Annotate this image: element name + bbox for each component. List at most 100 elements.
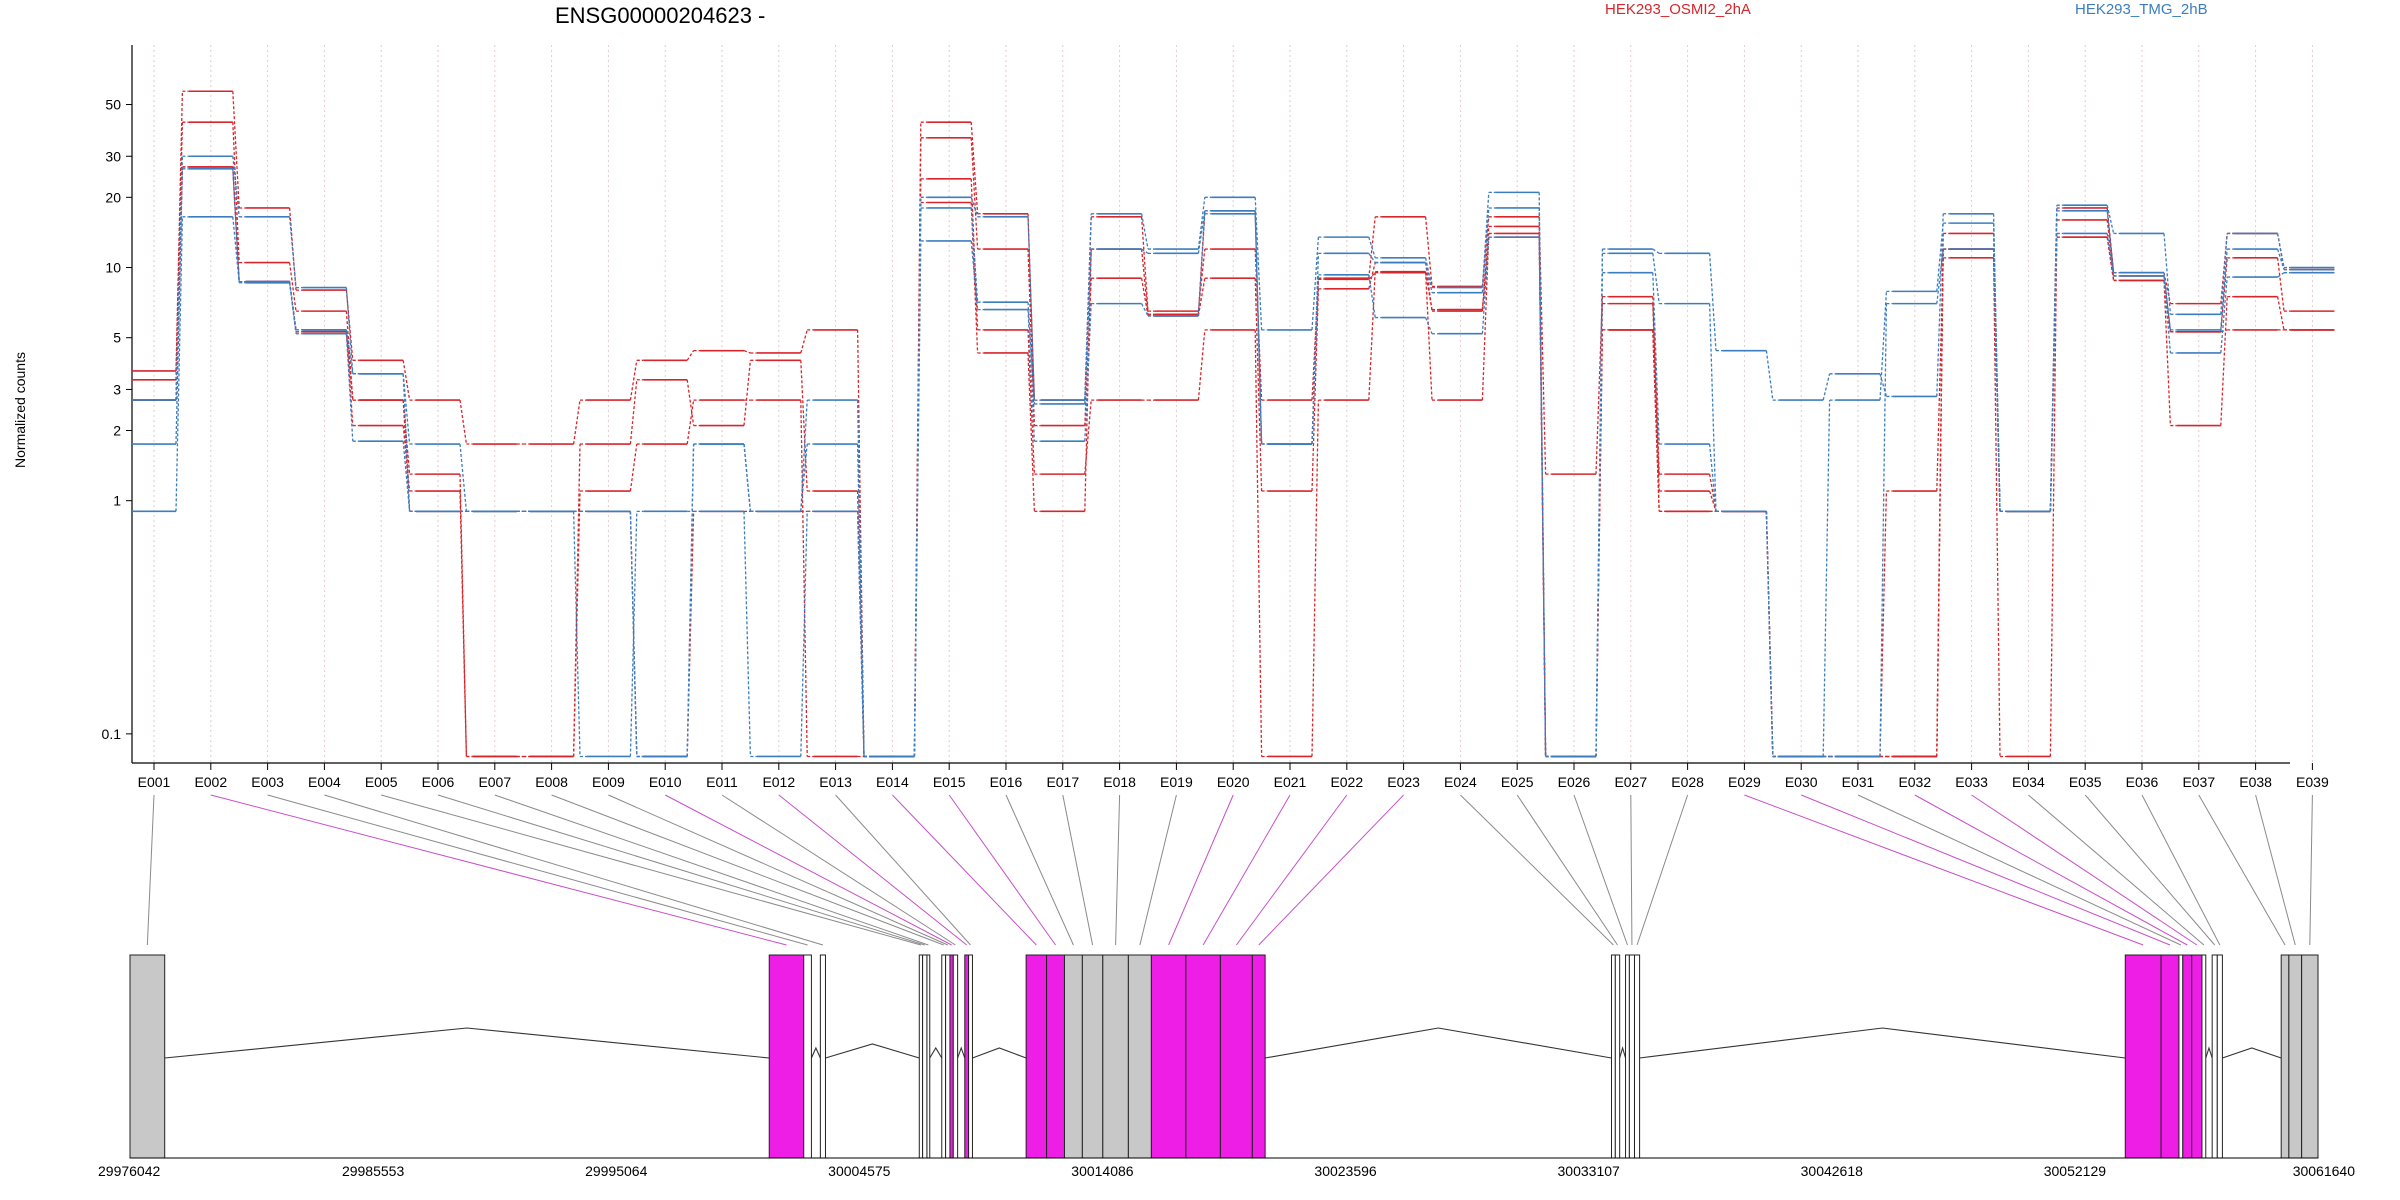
exon-label: E036 — [2126, 774, 2159, 790]
exon-connector — [1630, 794, 1633, 946]
series-transition — [1027, 329, 1036, 475]
series-transition — [629, 360, 638, 401]
x-ticks: E001 E002 E003 E004 E005 E006 E007 E008 E009 E010… — [138, 763, 2329, 790]
intron-line — [164, 1027, 770, 1059]
exon-block — [1185, 954, 1221, 1159]
exon-block — [2288, 954, 2303, 1159]
exon-label: E022 — [1330, 774, 1363, 790]
exon-block — [926, 954, 931, 1159]
y-ticks: 0.1 1 2 3 5 10 20 30 50 — [102, 97, 132, 742]
series-transition — [345, 333, 354, 442]
exon-connector — [1914, 794, 2188, 946]
series-transition — [970, 122, 979, 214]
exon-connector — [2084, 794, 2216, 946]
series-transition — [1197, 213, 1206, 316]
series-transition — [1311, 288, 1320, 492]
series-transition — [1765, 350, 1774, 401]
exon-label: E031 — [1842, 774, 1875, 790]
series-transition — [686, 400, 695, 445]
exon-connector — [1460, 794, 1614, 946]
exon-connector — [1168, 794, 1234, 946]
vertical-gridlines — [153, 45, 2313, 763]
series-transition — [743, 350, 751, 354]
series-transition — [1652, 303, 1660, 492]
series-transition — [232, 216, 240, 283]
series-transition — [2276, 233, 2285, 268]
exon-connector — [1971, 794, 2198, 946]
exon-label: E019 — [1160, 774, 1193, 790]
exon-connector — [1801, 794, 2171, 946]
exon-connector — [2255, 794, 2296, 946]
exon-connector — [2198, 794, 2286, 946]
exon-connector — [2309, 794, 2313, 946]
series-transition — [2220, 329, 2228, 333]
series-transition — [1084, 303, 1092, 442]
series-transition — [1936, 213, 1944, 397]
series-transition — [1652, 248, 1660, 254]
series-transition — [459, 443, 468, 512]
exon-block — [1150, 954, 1187, 1159]
series-transition — [1879, 291, 1888, 401]
y-tick-label: 50 — [105, 97, 121, 113]
series-transition — [1368, 272, 1376, 280]
exon-connector — [1139, 794, 1177, 946]
series-transition — [800, 511, 808, 757]
exon-label: E039 — [2296, 774, 2329, 790]
series-transition — [686, 350, 695, 361]
y-tick-label: 5 — [113, 330, 121, 346]
series-transition — [1197, 210, 1206, 254]
series-transition — [1368, 252, 1376, 263]
intron-line — [810, 1046, 821, 1059]
exon-label: E013 — [819, 774, 852, 790]
exon-block — [803, 954, 812, 1159]
exon-label: E028 — [1671, 774, 1704, 790]
exon-label: E005 — [365, 774, 398, 790]
series-transition — [232, 168, 240, 282]
series-transition — [970, 240, 979, 310]
series-transition — [175, 156, 184, 401]
intron-line — [1265, 1027, 1612, 1059]
exon-connector — [1202, 794, 1291, 946]
series-transition — [1879, 491, 1888, 757]
series-transition — [1140, 213, 1149, 250]
series-transition — [2163, 233, 2172, 315]
series-transition — [743, 511, 752, 757]
exon-block — [2182, 954, 2193, 1159]
exon-block — [922, 954, 928, 1159]
series-transition — [2163, 272, 2172, 330]
series-transition — [1027, 302, 1036, 404]
series-transition — [1595, 272, 1604, 757]
coordinate-label: 29976042 — [98, 1163, 161, 1179]
exon-label: E006 — [422, 774, 455, 790]
series-transition — [1652, 329, 1660, 512]
exon-label: E035 — [2069, 774, 2102, 790]
series-transition — [402, 425, 411, 492]
exon-block — [964, 954, 970, 1159]
series-transition — [800, 329, 808, 354]
series-transition — [459, 491, 468, 757]
series-transition — [402, 373, 411, 512]
series-transition — [1254, 210, 1263, 445]
series-transition — [686, 379, 695, 426]
exon-label: E033 — [1955, 774, 1988, 790]
series-transition — [800, 360, 808, 492]
series-transition — [1652, 253, 1660, 304]
exon-block — [819, 954, 826, 1159]
exon-block — [1219, 954, 1253, 1159]
series-transition — [1254, 213, 1263, 445]
exon-label: E037 — [2182, 774, 2215, 790]
coordinate-label: 30042618 — [1801, 1163, 1864, 1179]
exon-block — [1625, 954, 1630, 1159]
intron-line — [1639, 1027, 2126, 1059]
exon-block — [129, 954, 166, 1159]
series-transition — [1254, 197, 1263, 330]
series — [132, 212, 2335, 758]
series-transition — [2163, 280, 2172, 426]
series-transition — [1197, 329, 1206, 401]
exon-block — [1102, 954, 1129, 1159]
exon-label: E008 — [535, 774, 568, 790]
series-transition — [1992, 223, 2001, 512]
exon-connectors — [146, 794, 2313, 946]
y-tick-label: 30 — [105, 148, 121, 164]
series — [132, 166, 2335, 758]
